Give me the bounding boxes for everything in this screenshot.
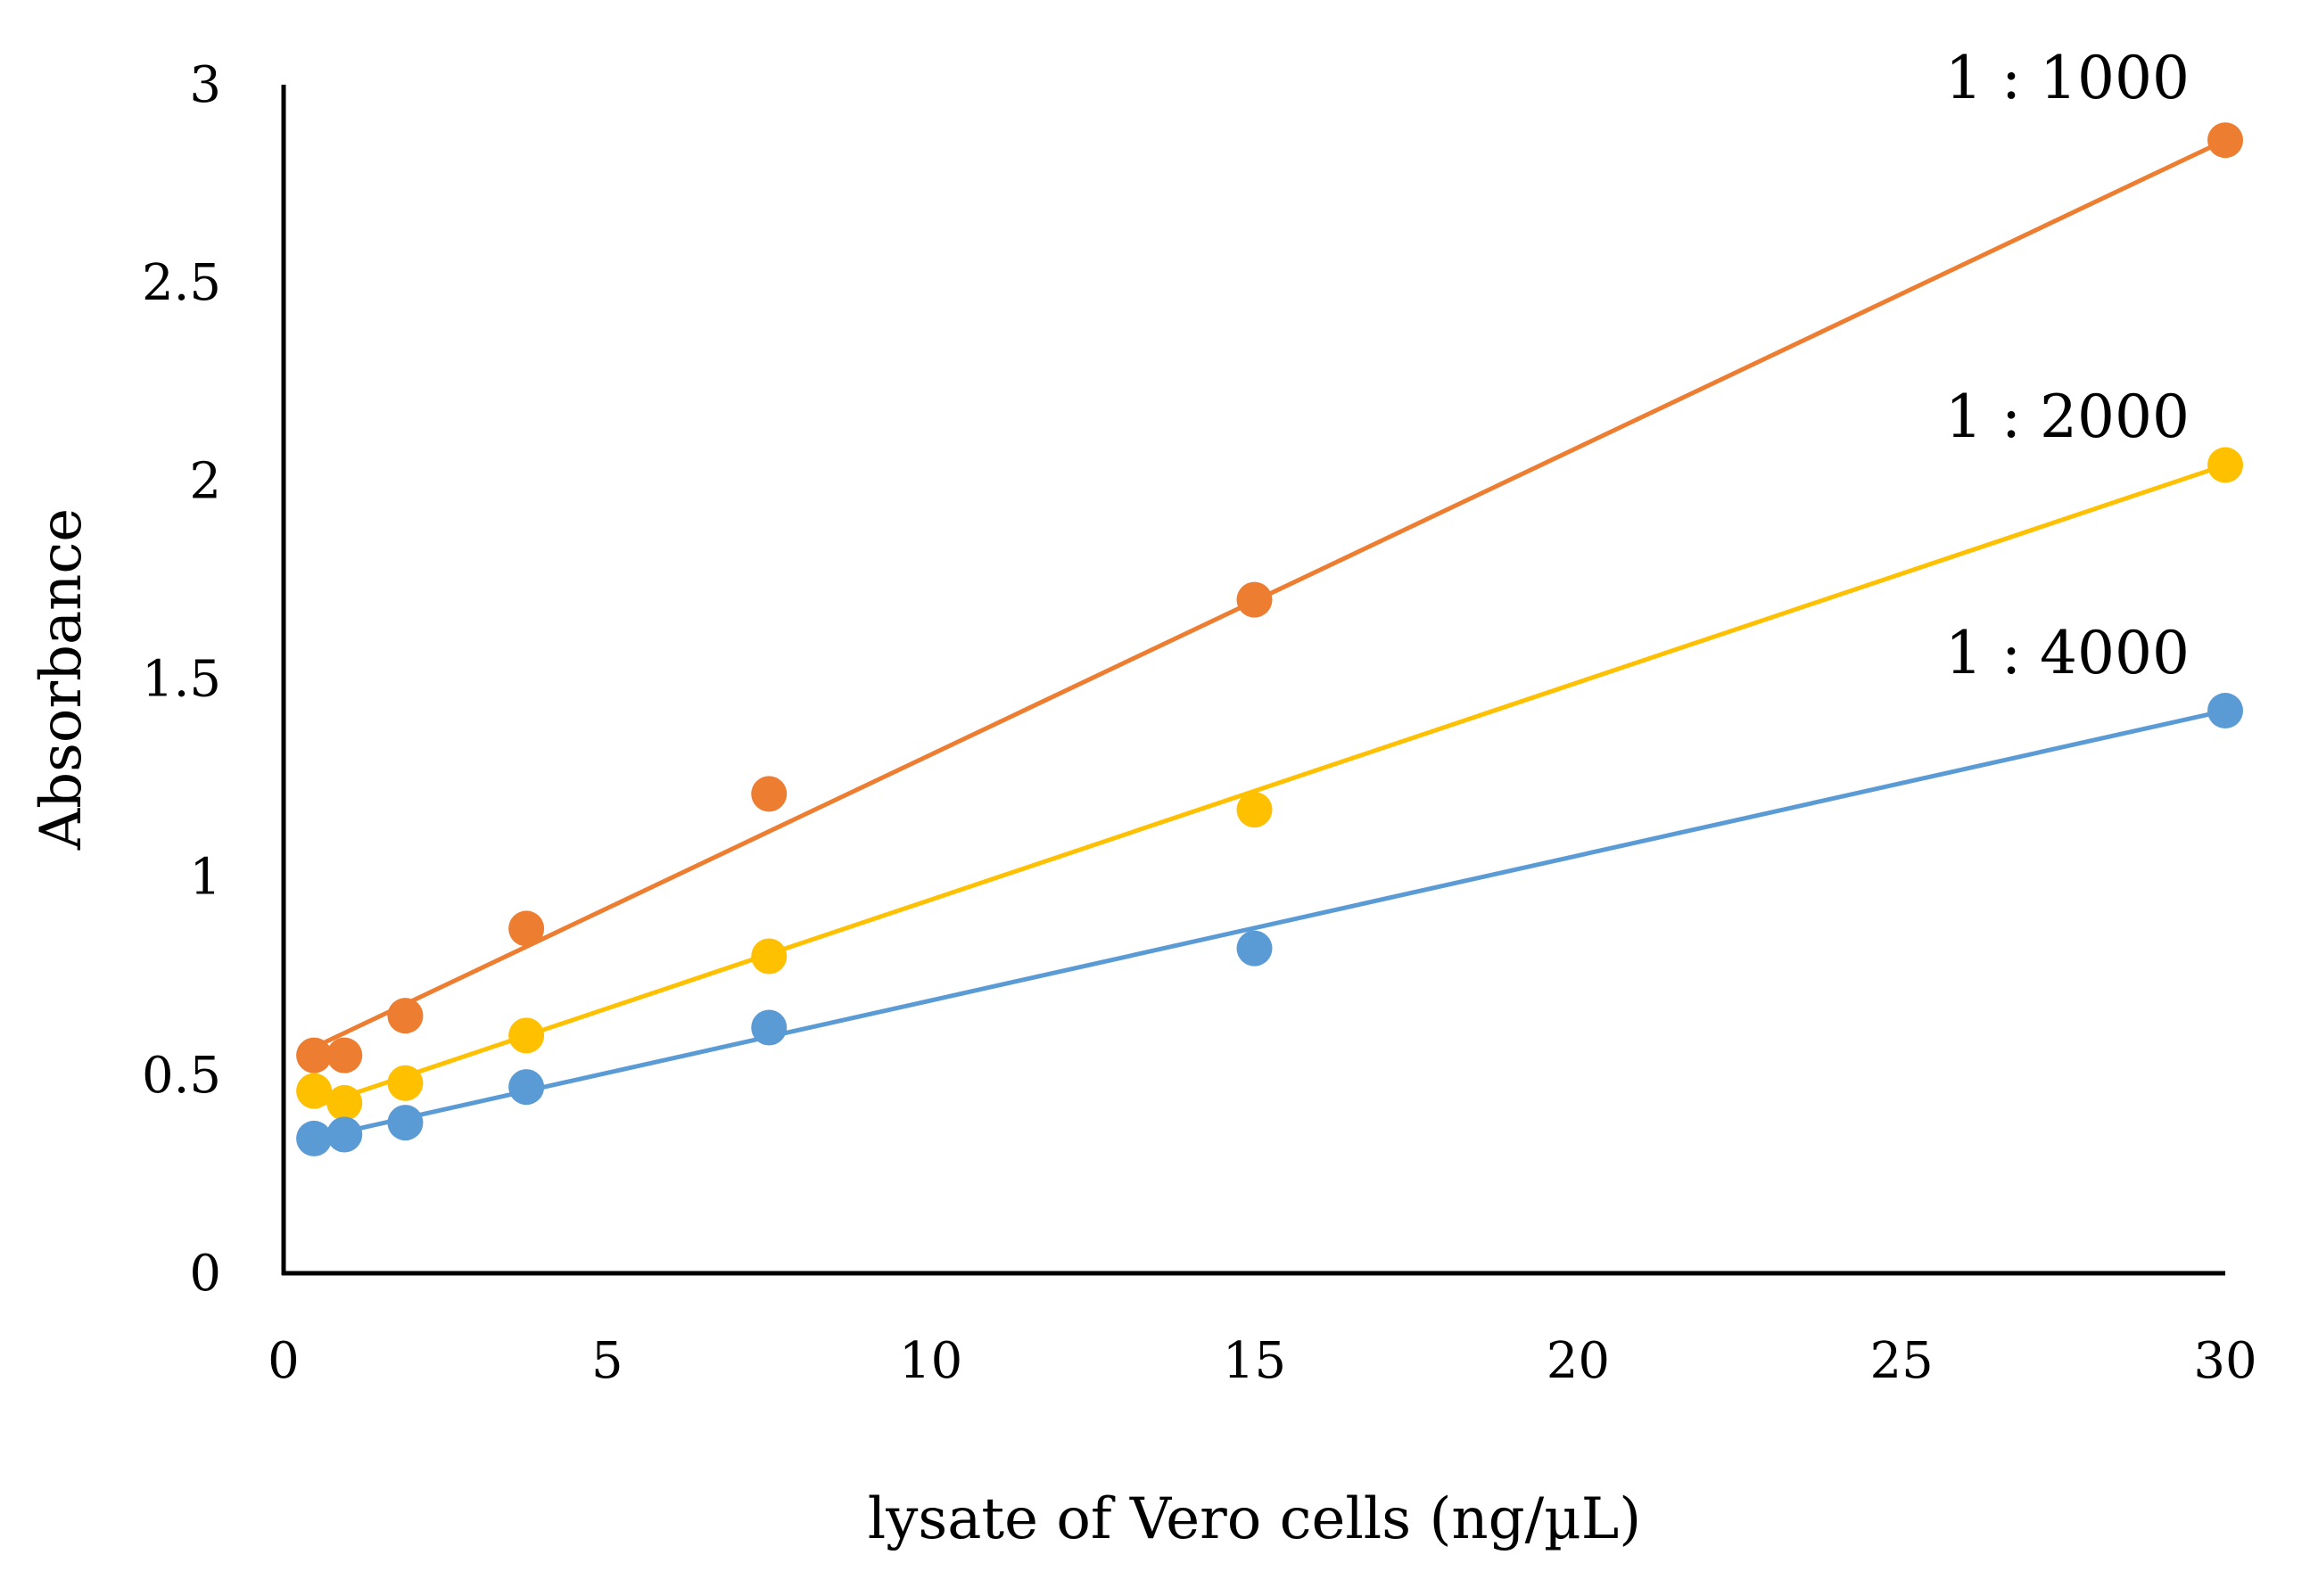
data-point-11000	[387, 998, 424, 1034]
data-point-11000	[751, 776, 788, 812]
data-point-12000	[751, 938, 788, 975]
trendline-12000	[313, 463, 2226, 1109]
data-point-12000	[326, 1084, 363, 1121]
data-point-11000	[1236, 581, 1273, 618]
data-points	[296, 122, 2243, 1156]
series-labels: 1 : 1000 1 : 2000 1 : 4000	[1945, 44, 2190, 687]
data-point-14000	[326, 1116, 363, 1153]
trendline-14000	[313, 708, 2226, 1141]
x-tick-label: 15	[1223, 1332, 1286, 1390]
y-tick-label: 3	[189, 56, 221, 114]
y-tick-label: 2.5	[142, 254, 221, 312]
data-point-12000	[2207, 447, 2243, 483]
data-point-11000	[326, 1037, 363, 1074]
x-axis-ticks: 0 5 10 15 20 25 30	[268, 1332, 2256, 1390]
x-tick-label: 30	[2193, 1332, 2256, 1390]
data-point-12000	[508, 1017, 545, 1054]
x-tick-label: 10	[899, 1332, 962, 1390]
x-tick-label: 25	[1870, 1332, 1934, 1390]
data-point-14000	[2207, 693, 2243, 729]
data-point-14000	[751, 1009, 788, 1046]
y-tick-label: 0.5	[142, 1047, 221, 1105]
y-tick-label: 2	[189, 452, 221, 510]
data-point-11000	[2207, 122, 2243, 159]
series-label-14000: 1 : 4000	[1945, 619, 2190, 687]
data-point-14000	[508, 1069, 545, 1106]
trendlines	[313, 137, 2227, 1141]
y-axis-title: Absorbance	[29, 508, 95, 851]
data-point-12000	[296, 1073, 333, 1109]
series-label-11000: 1 : 1000	[1945, 44, 2190, 112]
data-point-11000	[508, 910, 545, 947]
y-tick-label: 1	[189, 849, 221, 907]
data-point-12000	[1236, 792, 1273, 828]
x-tick-label: 20	[1547, 1332, 1610, 1390]
y-axis-ticks: 0 0.5 1 1.5 2 2.5 3	[142, 56, 221, 1303]
y-tick-label: 0	[189, 1245, 221, 1303]
data-point-14000	[387, 1105, 424, 1141]
data-point-12000	[387, 1065, 424, 1101]
y-tick-label: 1.5	[142, 651, 221, 709]
data-point-14000	[1236, 930, 1273, 967]
x-tick-label: 5	[591, 1332, 623, 1390]
data-point-11000	[296, 1037, 333, 1074]
data-point-14000	[296, 1120, 333, 1156]
x-tick-label: 0	[268, 1332, 300, 1390]
series-label-12000: 1 : 2000	[1945, 383, 2190, 451]
x-axis-title: lysate of Vero cells (ng/µL)	[868, 1486, 1641, 1552]
